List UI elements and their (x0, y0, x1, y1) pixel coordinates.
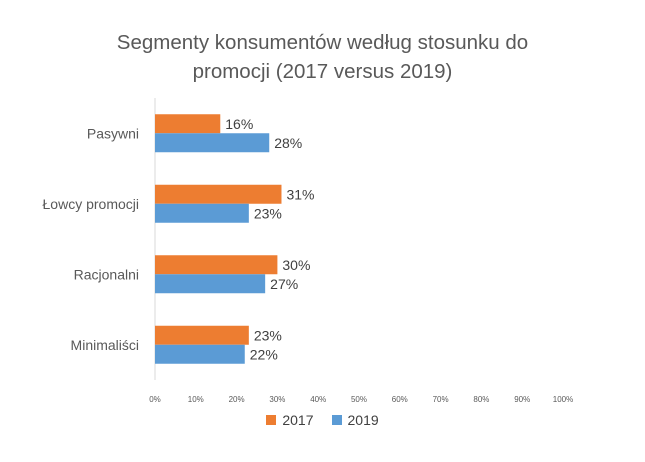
data-label: 23% (254, 327, 282, 343)
legend-swatch-2019 (331, 415, 342, 425)
bar-2019 (155, 133, 270, 153)
bar-2019 (155, 344, 245, 364)
category-label: Minimaliści (71, 337, 139, 353)
bar-2017 (155, 184, 282, 204)
chart-title-line-2: promocji (2017 versus 2019) (192, 60, 453, 83)
category-label: Pasywni (87, 125, 139, 141)
data-label: 31% (286, 186, 314, 202)
x-tick-label: 30% (269, 395, 285, 404)
legend-label-2019: 2019 (347, 412, 379, 428)
legend-label-2017: 2017 (282, 412, 314, 428)
x-tick-label: 50% (351, 395, 367, 404)
x-tick-label: 60% (392, 395, 408, 404)
data-label: 22% (250, 346, 278, 362)
x-tick-label: 90% (514, 395, 530, 404)
bar-2017 (155, 255, 278, 275)
chart-title: Segmenty konsumentów według stosunku do … (0, 28, 645, 86)
x-tick-label: 80% (473, 395, 489, 404)
data-label: 16% (225, 116, 253, 132)
chart-title-line-1: Segmenty konsumentów według stosunku do (116, 31, 529, 54)
bar-2019 (155, 203, 249, 223)
bar-2017 (155, 325, 249, 345)
bar-2019 (155, 274, 266, 294)
x-tick-label: 0% (149, 395, 161, 404)
data-label: 27% (270, 276, 298, 292)
category-label: Racjonalni (74, 266, 139, 282)
legend: 2017 2019 (0, 412, 645, 428)
legend-item-2019: 2019 (331, 412, 379, 428)
x-tick-label: 100% (553, 395, 573, 404)
data-label: 28% (274, 135, 302, 151)
bar-2017 (155, 114, 221, 134)
data-label: 23% (254, 205, 282, 221)
legend-swatch-2017 (266, 415, 277, 425)
x-tick-label: 10% (188, 395, 204, 404)
category-label: Łowcy promocji (43, 196, 139, 212)
data-label: 30% (282, 257, 310, 273)
legend-item-2017: 2017 (266, 412, 314, 428)
x-tick-label: 70% (433, 395, 449, 404)
x-tick-label: 20% (229, 395, 245, 404)
x-tick-label: 40% (310, 395, 326, 404)
